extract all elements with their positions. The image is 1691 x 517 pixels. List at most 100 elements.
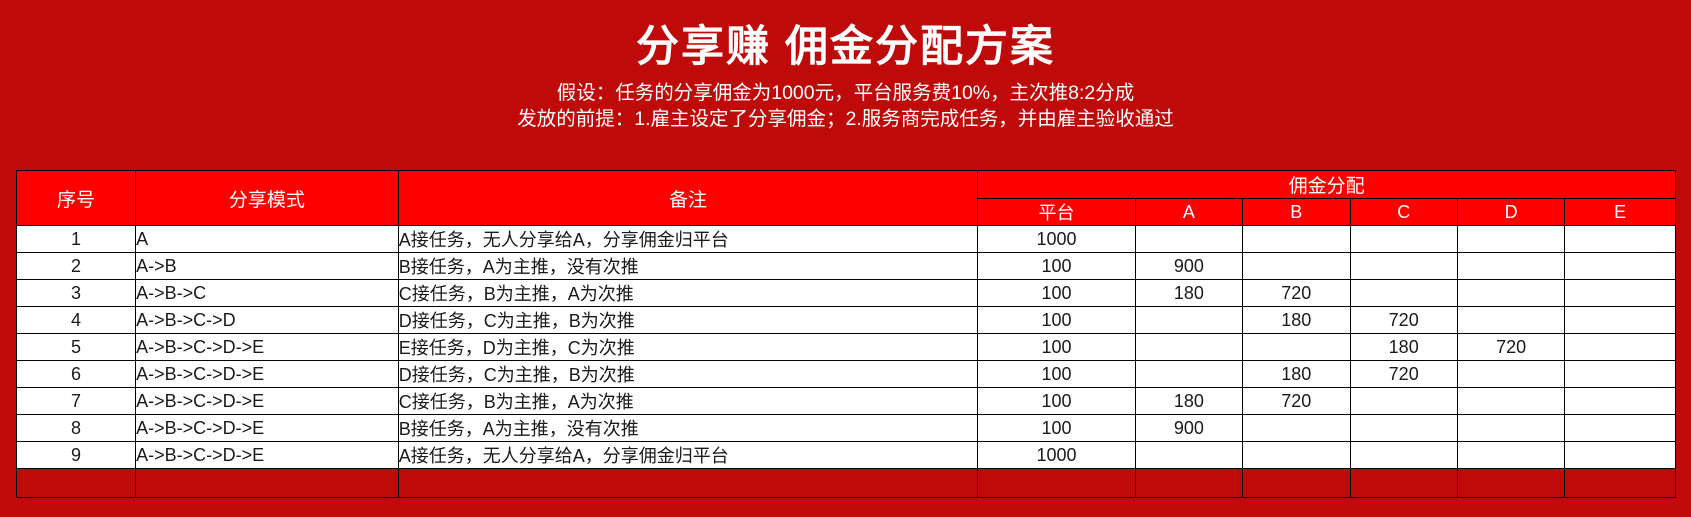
cell-e	[1564, 306, 1676, 334]
cell-seq: 4	[15, 306, 137, 334]
cell-platform: 100	[977, 306, 1136, 334]
cell-platform: 100	[977, 252, 1136, 280]
cell-seq: 6	[15, 360, 137, 388]
cell-seq: 7	[15, 387, 137, 415]
cell-note: E接任务，D为主推，C为次推	[397, 333, 979, 361]
header-row-top: 序号 分享模式 备注 佣金分配	[15, 170, 1676, 226]
table-row[interactable]: 1 A A接任务，无人分享给A，分享佣金归平台 1000	[15, 225, 1676, 253]
cell-b	[1242, 333, 1351, 361]
cell-seq: 1	[15, 225, 137, 253]
subtitle-block: 假设：任务的分享佣金为1000元，平台服务费10%，主次推8:2分成 发放的前提…	[0, 73, 1691, 133]
cell-mode: A->B->C->D->E	[135, 360, 399, 388]
header-row-sub: 平台 A B C D E	[17, 198, 1676, 226]
col-header-b: B	[1242, 198, 1351, 226]
cell-note: B接任务，A为主推，没有次推	[397, 252, 979, 280]
cell-c: 720	[1349, 360, 1458, 388]
cell-mode: A->B->C->D->E	[135, 414, 399, 442]
cell-b	[1242, 252, 1351, 280]
col-header-mode: 分享模式	[135, 170, 399, 226]
cell-c: 180	[1349, 333, 1458, 361]
table-row[interactable]: 5 A->B->C->D->E E接任务，D为主推，C为次推 100 180 7…	[15, 333, 1676, 361]
cell-d	[1456, 414, 1566, 442]
cell-mode: A->B->C->D	[135, 306, 399, 334]
table-row[interactable]: 9 A->B->C->D->E A接任务，无人分享给A，分享佣金归平台 1000	[15, 441, 1676, 469]
cell-d	[1456, 360, 1566, 388]
cell-platform: 100	[977, 279, 1136, 307]
cell-empty	[15, 468, 137, 498]
cell-d	[1456, 279, 1566, 307]
cell-note: B接任务，A为主推，没有次推	[397, 414, 979, 442]
table-row[interactable]: 6 A->B->C->D->E D接任务，C为主推，B为次推 100 180 7…	[15, 360, 1676, 388]
cell-platform: 100	[977, 333, 1136, 361]
table-row[interactable]: 4 A->B->C->D D接任务，C为主推，B为次推 100 180 720	[15, 306, 1676, 334]
cell-e	[1564, 414, 1676, 442]
cell-b	[1242, 225, 1351, 253]
cell-d	[1456, 387, 1566, 415]
commission-table: 序号 分享模式 备注 佣金分配 平台 A B C D E 1 A	[15, 170, 1676, 498]
cell-platform: 1000	[977, 441, 1136, 469]
table-row-empty[interactable]	[15, 468, 1676, 498]
cell-mode: A->B->C	[135, 279, 399, 307]
cell-b	[1242, 414, 1351, 442]
page-title: 分享赚 佣金分配方案	[636, 23, 1055, 71]
subtitle-line-1: 假设：任务的分享佣金为1000元，平台服务费10%，主次推8:2分成	[556, 81, 1135, 104]
cell-empty	[1134, 468, 1244, 498]
cell-c	[1349, 414, 1458, 442]
cell-a	[1134, 360, 1244, 388]
col-header-a: A	[1134, 198, 1244, 226]
cell-empty	[1349, 468, 1458, 498]
cell-a	[1134, 333, 1244, 361]
cell-a	[1134, 441, 1244, 469]
cell-e	[1564, 225, 1676, 253]
cell-seq: 9	[15, 441, 137, 469]
cell-a: 180	[1134, 387, 1244, 415]
cell-c	[1349, 225, 1458, 253]
table-row[interactable]: 7 A->B->C->D->E C接任务，B为主推，A为次推 100 180 7…	[15, 387, 1676, 415]
table-body: 1 A A接任务，无人分享给A，分享佣金归平台 1000 2 A->B B接任务…	[15, 225, 1676, 498]
table-row[interactable]: 8 A->B->C->D->E B接任务，A为主推，没有次推 100 900	[15, 414, 1676, 442]
cell-c	[1349, 279, 1458, 307]
cell-mode: A->B	[135, 252, 399, 280]
col-header-e: E	[1564, 198, 1676, 226]
cell-note: D接任务，C为主推，B为次推	[397, 360, 979, 388]
cell-empty	[1242, 468, 1351, 498]
cell-d	[1456, 441, 1566, 469]
cell-note: C接任务，B为主推，A为次推	[397, 279, 979, 307]
cell-mode: A	[135, 225, 399, 253]
cell-d: 720	[1456, 333, 1566, 361]
cell-e	[1564, 279, 1676, 307]
cell-empty	[397, 468, 979, 498]
cell-seq: 2	[15, 252, 137, 280]
col-header-note: 备注	[397, 170, 979, 226]
cell-e	[1564, 441, 1676, 469]
cell-mode: A->B->C->D->E	[135, 441, 399, 469]
cell-note: A接任务，无人分享给A，分享佣金归平台	[397, 225, 979, 253]
cell-empty	[1564, 468, 1676, 498]
table-row[interactable]: 2 A->B B接任务，A为主推，没有次推 100 900	[15, 252, 1676, 280]
cell-note: D接任务，C为主推，B为次推	[397, 306, 979, 334]
cell-e	[1564, 360, 1676, 388]
col-header-platform: 平台	[977, 198, 1136, 226]
cell-b: 180	[1242, 360, 1351, 388]
cell-seq: 8	[15, 414, 137, 442]
cell-seq: 5	[15, 333, 137, 361]
cell-b: 720	[1242, 387, 1351, 415]
cell-a	[1134, 225, 1244, 253]
cell-a: 900	[1134, 414, 1244, 442]
cell-empty	[977, 468, 1136, 498]
cell-b: 180	[1242, 306, 1351, 334]
subtitle-line-2: 发放的前提：1.雇主设定了分享佣金；2.服务商完成任务，并由雇主验收通过	[517, 108, 1174, 131]
cell-b	[1242, 441, 1351, 469]
cell-platform: 100	[977, 360, 1136, 388]
cell-c: 720	[1349, 306, 1458, 334]
cell-c	[1349, 252, 1458, 280]
cell-a: 180	[1134, 279, 1244, 307]
cell-c	[1349, 387, 1458, 415]
col-header-seq: 序号	[15, 170, 137, 226]
table-row[interactable]: 3 A->B->C C接任务，B为主推，A为次推 100 180 720	[15, 279, 1676, 307]
cell-b: 720	[1242, 279, 1351, 307]
cell-e	[1564, 333, 1676, 361]
cell-empty	[1456, 468, 1566, 498]
cell-platform: 100	[977, 414, 1136, 442]
